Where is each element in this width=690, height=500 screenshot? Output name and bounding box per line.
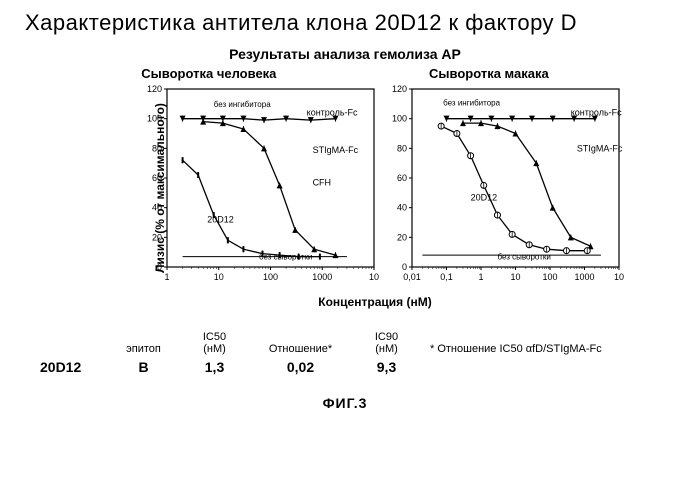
panel-titles: Сыворотка человека Сыворотка макака (65, 66, 625, 81)
chart-svg-right: 0 20 40 60 80 100 120 0,01 0,1 1 10 100 1000 10 без ин… (380, 83, 625, 293)
panel-title-right: Сыворотка макака (429, 66, 549, 81)
svg-text:0: 0 (402, 262, 407, 272)
td-epitope: B (108, 357, 179, 377)
svg-text:60: 60 (397, 173, 407, 183)
svg-text:STIgMA-Fc: STIgMA-Fc (313, 145, 359, 155)
svg-text:60: 60 (152, 173, 162, 183)
td-ratio: 0,02 (250, 357, 351, 377)
chart-panel-left: 020406080100120110100100010без ингибитор… (135, 83, 380, 293)
chart-subtitle: Результаты анализа гемолиза АР (65, 46, 625, 62)
svg-text:20: 20 (152, 232, 162, 242)
svg-text:100: 100 (542, 272, 557, 282)
svg-text:20: 20 (397, 232, 407, 242)
svg-text:STIgMA-Fc: STIgMA-Fc (577, 143, 623, 153)
page-title: Характеристика антитела клона 20D12 к фа… (25, 10, 675, 36)
svg-text:10: 10 (214, 272, 224, 282)
svg-text:10: 10 (510, 272, 520, 282)
td-ic50: 1,3 (179, 357, 250, 377)
svg-text:контроль-Fc: контроль-Fc (571, 108, 622, 118)
td-ic90: 9,3 (351, 357, 422, 377)
chart-block: Результаты анализа гемолиза АР Сыворотка… (65, 46, 625, 309)
svg-text:100: 100 (392, 114, 407, 124)
svg-text:без ингибитора: без ингибитора (443, 98, 500, 107)
svg-text:80: 80 (152, 143, 162, 153)
svg-text:без сыворотки: без сыворотки (259, 253, 312, 262)
svg-text:10: 10 (369, 272, 379, 282)
svg-text:1000: 1000 (312, 272, 332, 282)
svg-text:без ингибитора: без ингибитора (214, 100, 271, 109)
table-footnote: * Отношение IC50 αfD/STIgMA-Fc (422, 341, 658, 357)
table-row: 20D12 B 1,3 0,02 9,3 (32, 357, 658, 377)
svg-text:20D12: 20D12 (471, 192, 498, 202)
svg-text:без сыворотки: без сыворотки (497, 253, 550, 262)
chart-panel-right: 0 20 40 60 80 100 120 0,01 0,1 1 10 100 1000 10 без ин… (380, 83, 625, 293)
svg-text:120: 120 (392, 84, 407, 94)
th-epitope: эпитоп (108, 341, 179, 357)
svg-text:10: 10 (614, 272, 624, 282)
figure-page: Характеристика антитела клона 20D12 к фа… (0, 0, 690, 500)
svg-text:контроль-Fc: контроль-Fc (307, 108, 358, 118)
svg-text:1: 1 (478, 272, 483, 282)
svg-text:100: 100 (147, 114, 162, 124)
svg-text:CFH: CFH (313, 177, 332, 187)
svg-text:40: 40 (397, 203, 407, 213)
svg-text:80: 80 (397, 143, 407, 153)
svg-text:1000: 1000 (574, 272, 594, 282)
svg-text:1: 1 (164, 272, 169, 282)
figure-number: ФИГ.3 (15, 395, 675, 411)
svg-text:20D12: 20D12 (207, 215, 234, 225)
svg-text:0,1: 0,1 (440, 272, 453, 282)
svg-text:0: 0 (157, 262, 162, 272)
svg-text:100: 100 (263, 272, 278, 282)
panel-title-left: Сыворотка человека (141, 66, 276, 81)
th-ratio: Отношение* (250, 341, 351, 357)
th-ic90: IC90 (нМ) (351, 329, 422, 357)
td-name: 20D12 (32, 357, 108, 377)
th-ic50: IC50 (нМ) (179, 329, 250, 357)
svg-text:120: 120 (147, 84, 162, 94)
td-note (422, 373, 658, 377)
table-header: эпитоп IC50 (нМ) Отношение* IC90 (нМ) * … (32, 329, 658, 357)
x-axis-label: Концентрация (нМ) (125, 295, 625, 309)
svg-text:0,01: 0,01 (403, 272, 421, 282)
chart-svg-left: 020406080100120110100100010без ингибитор… (135, 83, 380, 293)
summary-table: эпитоп IC50 (нМ) Отношение* IC90 (нМ) * … (15, 329, 675, 377)
svg-text:40: 40 (152, 203, 162, 213)
chart-panels: Лизис (% от максимального) 0204060801001… (135, 83, 625, 293)
